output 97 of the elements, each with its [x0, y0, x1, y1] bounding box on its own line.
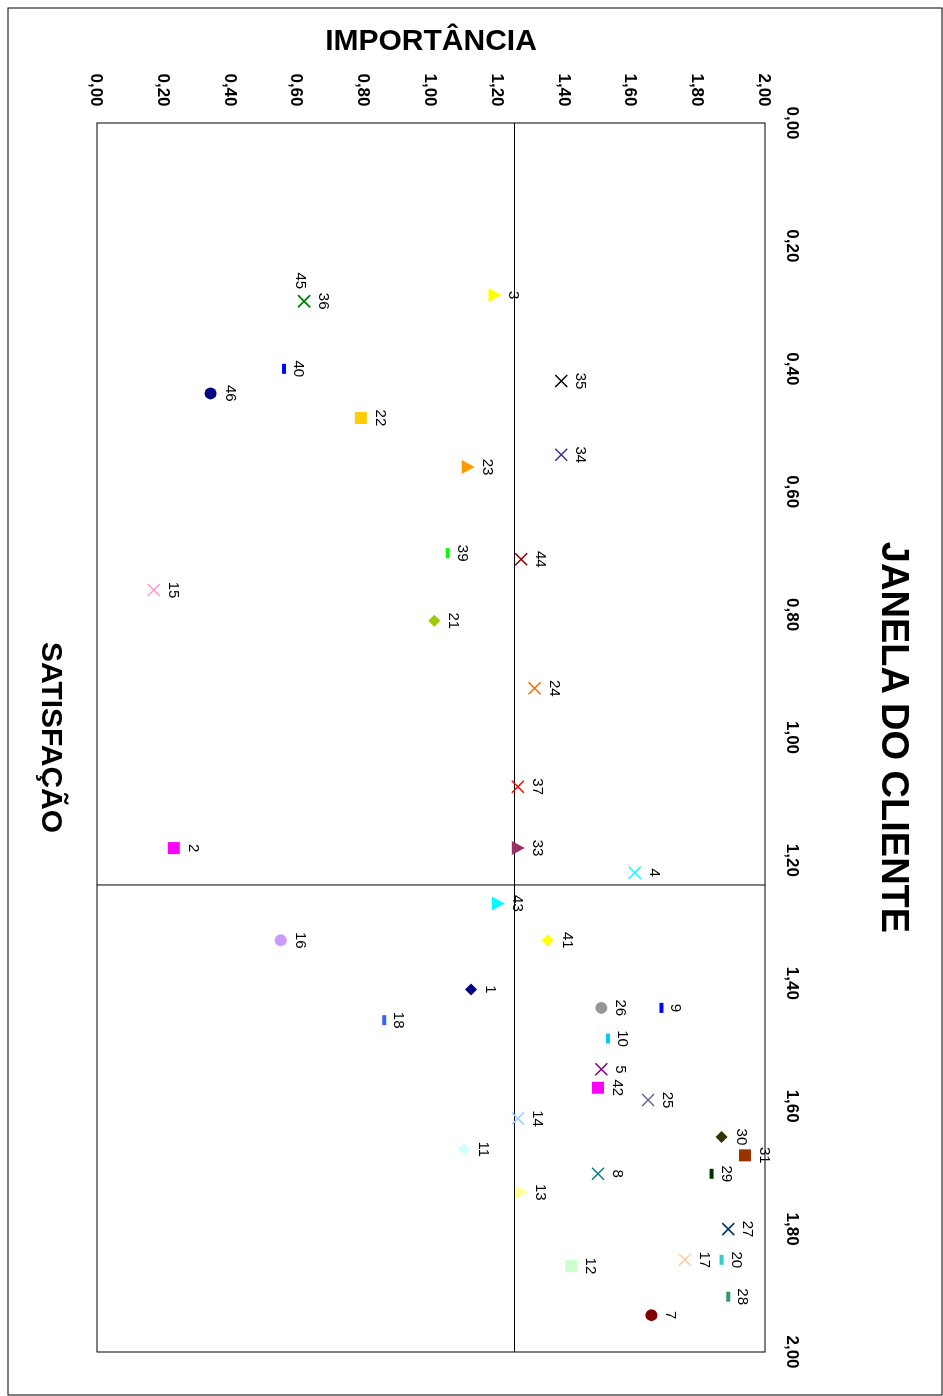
text: 36 [316, 292, 334, 310]
point [428, 614, 441, 627]
text: 46 [222, 385, 240, 402]
text: 41 [559, 931, 577, 949]
text: 10 [615, 1030, 633, 1047]
text: 27 [740, 1220, 758, 1238]
point [167, 842, 180, 855]
point [594, 1062, 609, 1077]
y-tick-label: 2,00 [783, 1335, 803, 1369]
text: 26 [613, 999, 631, 1017]
text: 11 [476, 1141, 494, 1157]
text: 39 [454, 544, 472, 562]
x-tick-label: 1,60 [621, 73, 641, 107]
point [678, 1253, 692, 1267]
point [465, 983, 478, 996]
point [592, 1081, 604, 1094]
text: 29 [718, 1165, 736, 1183]
point [554, 448, 569, 462]
y-tick-label: 0,00 [783, 106, 803, 140]
text: 21 [446, 612, 464, 630]
point [591, 1167, 605, 1181]
text: 5 [613, 1065, 631, 1074]
point [515, 1185, 529, 1200]
text: 15 [165, 581, 183, 599]
y-axis-title: SATISFAÇÃO [35, 641, 69, 834]
text: 25 [660, 1091, 678, 1109]
text: 33 [529, 839, 547, 857]
point [461, 460, 475, 475]
text: 31 [756, 1147, 774, 1164]
point [645, 1309, 658, 1322]
y-tick-label: 0,60 [783, 475, 803, 509]
point [458, 1143, 471, 1156]
text: 30 [733, 1128, 751, 1146]
text: 23 [479, 458, 497, 476]
text: 12 [583, 1257, 601, 1275]
x-tick-label: 1,40 [554, 73, 574, 107]
text: 34 [573, 446, 591, 464]
point [641, 1093, 655, 1107]
point [514, 552, 528, 567]
point [488, 288, 502, 303]
text: JANELA DO CLIENTE [873, 541, 916, 934]
x-tick-label: 2,00 [755, 73, 775, 107]
x-tick-label: 1,20 [487, 73, 507, 107]
text: 7 [663, 1310, 681, 1320]
text: 20 [728, 1251, 746, 1269]
text: 44 [533, 550, 551, 568]
point [627, 865, 642, 880]
point [491, 896, 505, 911]
point [147, 583, 161, 597]
text: 35 [573, 372, 591, 390]
text: 13 [533, 1183, 551, 1201]
y-tick-label: 1,40 [783, 966, 803, 1000]
text: 17 [696, 1251, 714, 1269]
point [511, 1111, 525, 1126]
text: 2 [185, 843, 203, 853]
text: 8 [610, 1169, 627, 1178]
text: 4 [646, 868, 664, 877]
point [715, 1130, 728, 1143]
x-tick-label: 0,80 [354, 73, 374, 107]
point [274, 934, 287, 947]
point [721, 1222, 736, 1236]
text: 9 [668, 1003, 686, 1013]
x-tick-label: 0,00 [87, 73, 107, 107]
text: 1 [483, 985, 501, 994]
point [541, 934, 554, 947]
x-tick-label: 0,40 [220, 73, 240, 107]
x-tick-label: 1,80 [688, 73, 708, 107]
y-tick-label: 0,20 [783, 229, 803, 263]
y-tick-label: 1,00 [783, 720, 803, 755]
point [511, 779, 525, 794]
point [738, 1149, 751, 1162]
x-tick-label: 0,60 [287, 73, 307, 107]
text: 37 [529, 778, 547, 795]
text: 24 [546, 680, 564, 697]
y-tick-label: 1,20 [783, 843, 803, 877]
x-tick-label: 1,00 [421, 73, 441, 107]
x-tick-label: 0,20 [153, 73, 173, 107]
text: 28 [735, 1288, 753, 1306]
text: 14 [529, 1110, 547, 1127]
y-tick-label: 0,40 [783, 352, 803, 386]
point [204, 387, 217, 400]
text: 18 [391, 1011, 409, 1029]
text: 45 [293, 272, 311, 290]
text: 16 [292, 931, 310, 949]
y-tick-label: 1,60 [783, 1089, 803, 1123]
y-tick-label: 0,80 [783, 598, 803, 632]
text: 40 [291, 360, 309, 378]
point [595, 1001, 608, 1014]
point [354, 411, 367, 424]
x-axis-title: IMPORTÂNCIA [325, 23, 537, 56]
text: 22 [372, 409, 390, 427]
point [554, 374, 569, 388]
point [527, 681, 542, 696]
point [565, 1259, 578, 1272]
point [511, 841, 525, 856]
y-tick-label: 1,80 [783, 1212, 803, 1246]
text: 42 [610, 1079, 627, 1097]
